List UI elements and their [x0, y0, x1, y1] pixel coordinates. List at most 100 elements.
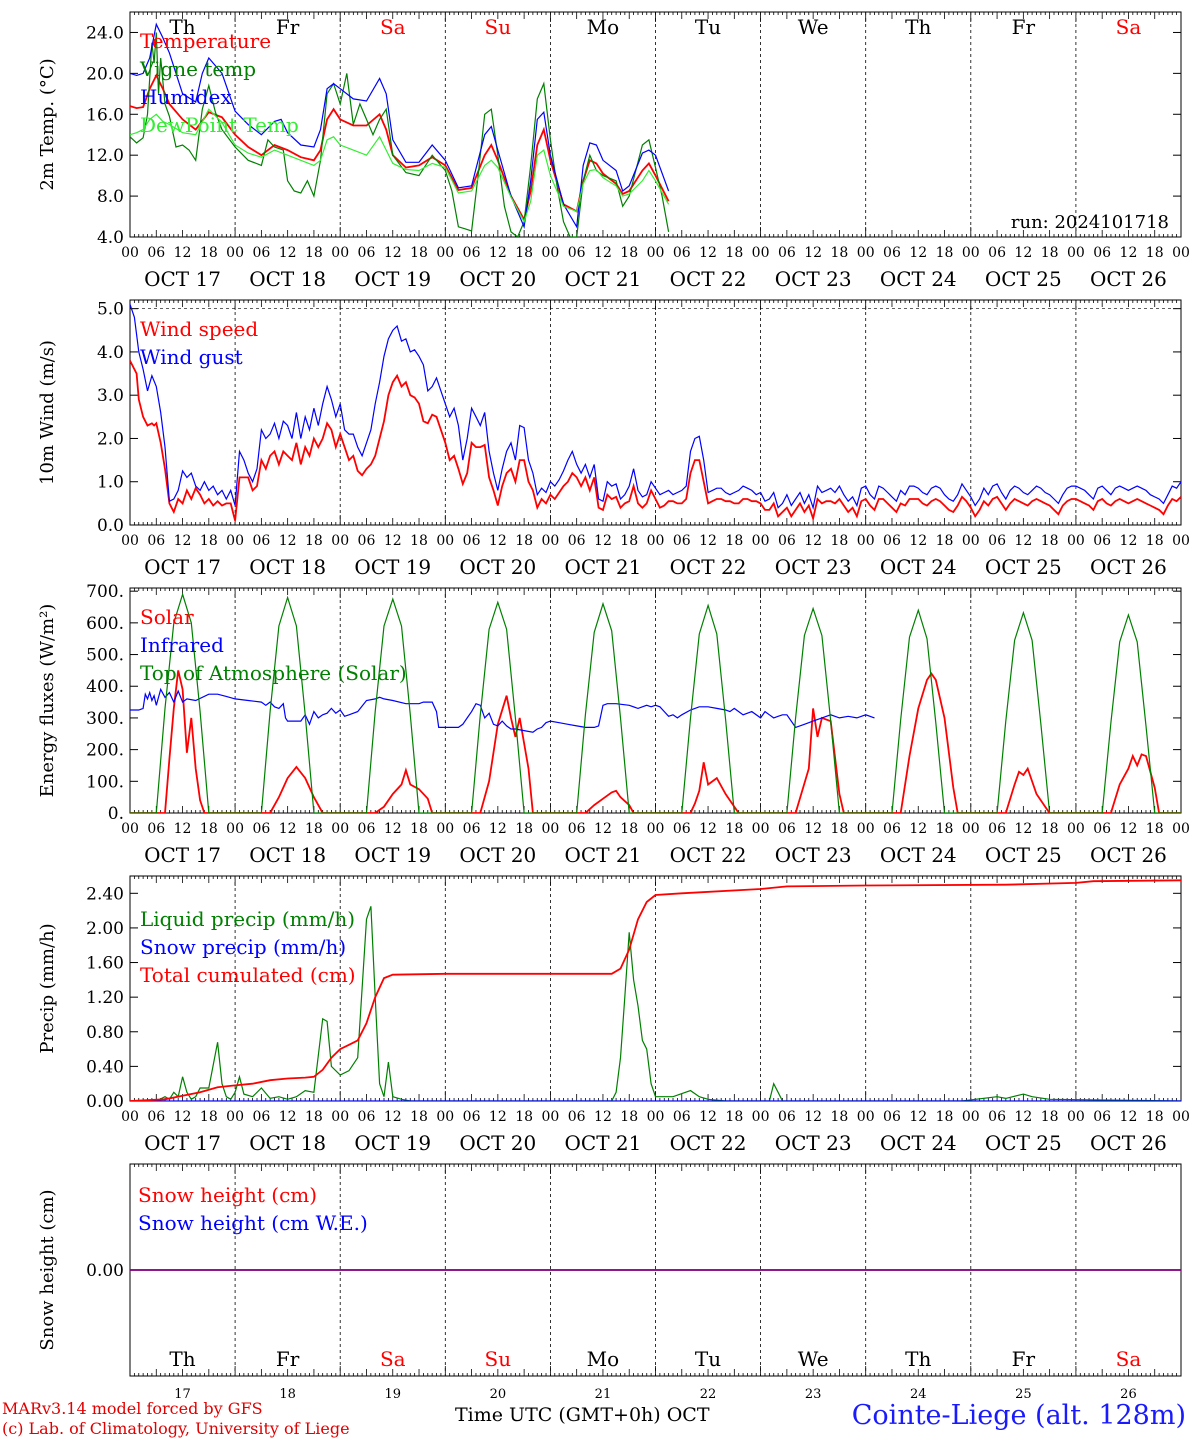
x-hour-label: 06: [358, 533, 376, 549]
x-hour-label: 18: [515, 245, 533, 261]
day-number-label: 19: [384, 1387, 401, 1402]
x-date-label: OCT 23: [775, 843, 852, 867]
x-hour-label: 00: [1172, 245, 1190, 261]
x-hour-label: 18: [1041, 1109, 1059, 1125]
series-line-total-cumulated-cm-: [130, 879, 1181, 1101]
lab-credit: (c) Lab. of Climatology, University of L…: [2, 1419, 350, 1438]
weekday-label: Fr: [1012, 1347, 1036, 1371]
x-hour-label: 00: [1172, 821, 1190, 837]
weekday-label: Sa: [380, 1347, 406, 1371]
panel-4: 0.00 0.40 0.80 1.20 1.60 2.00 2.40 Precip (mm/h…: [37, 875, 1190, 1155]
x-hour-label: 18: [725, 1109, 743, 1125]
x-hour-label: 00: [962, 1109, 980, 1125]
x-date-label: OCT 26: [1090, 843, 1167, 867]
x-date-label: OCT 25: [985, 267, 1062, 291]
time-axis-title: Time UTC (GMT+0h) OCT: [455, 1404, 710, 1426]
x-hour-label: 06: [463, 1109, 481, 1125]
weekday-label: Mo: [587, 15, 620, 39]
x-hour-label: 00: [857, 1109, 875, 1125]
x-date-label: OCT 24: [880, 267, 957, 291]
x-hour-label: 12: [699, 245, 717, 261]
series-line-solar: [130, 670, 1181, 813]
series-line-infrared: [130, 687, 875, 733]
x-date-label: OCT 18: [249, 555, 326, 579]
x-hour-label: 00: [752, 1109, 770, 1125]
x-date-label: OCT 23: [775, 555, 852, 579]
x-hour-label: 00: [647, 821, 665, 837]
x-hour-label: 12: [594, 1109, 612, 1125]
x-hour-label: 12: [1120, 1109, 1138, 1125]
weekday-label: Th: [169, 15, 195, 39]
x-hour-label: 12: [909, 245, 927, 261]
x-hour-label: 12: [1014, 533, 1032, 549]
weekday-label: Sa: [380, 15, 406, 39]
weekday-label: Th: [905, 15, 931, 39]
x-hour-label: 18: [936, 533, 954, 549]
x-hour-label: 06: [568, 821, 586, 837]
x-hour-label: 00: [541, 533, 559, 549]
x-hour-label: 18: [831, 821, 849, 837]
legend-entry: Wind gust: [140, 345, 243, 369]
x-hour-label: 06: [147, 1109, 165, 1125]
series-line-dewpoint-temp: [130, 108, 670, 224]
y-tick-label: 0.80: [86, 1023, 124, 1043]
legend-entry: Solar: [140, 605, 194, 629]
x-hour-label: 00: [436, 1109, 454, 1125]
series-line-liquid-precip-mm-h-: [130, 906, 1181, 1101]
x-hour-label: 00: [541, 245, 559, 261]
legend-entry: Wind speed: [140, 317, 258, 341]
y-tick-label: 0.00: [86, 1261, 124, 1281]
x-hour-label: 00: [331, 1109, 349, 1125]
x-hour-label: 06: [883, 821, 901, 837]
x-date-label: OCT 23: [775, 267, 852, 291]
x-hour-label: 12: [1120, 533, 1138, 549]
x-hour-label: 12: [384, 533, 402, 549]
day-number-label: 20: [490, 1387, 507, 1402]
x-hour-label: 18: [620, 245, 638, 261]
x-hour-label: 06: [147, 533, 165, 549]
weekday-label: Th: [905, 1347, 931, 1371]
x-hour-label: 06: [778, 821, 796, 837]
x-hour-label: 12: [489, 821, 507, 837]
x-hour-label: 00: [121, 821, 139, 837]
x-hour-label: 12: [804, 245, 822, 261]
station-name: Cointe-Liege (alt. 128m): [851, 1400, 1186, 1431]
x-date-label: OCT 25: [985, 843, 1062, 867]
x-hour-label: 18: [1146, 821, 1164, 837]
x-hour-label: 00: [541, 821, 559, 837]
legend-entry: Snow precip (mm/h): [140, 935, 346, 959]
y-tick-label: 600.: [86, 614, 124, 634]
x-hour-label: 06: [1093, 245, 1111, 261]
legend-entry: Temperature: [140, 29, 271, 53]
x-date-label: OCT 24: [880, 1131, 957, 1155]
legend-entry: Vigne temp: [139, 57, 256, 81]
x-date-label: OCT 25: [985, 1131, 1062, 1155]
x-hour-label: 18: [1041, 245, 1059, 261]
x-date-label: OCT 19: [354, 555, 431, 579]
x-hour-label: 12: [384, 821, 402, 837]
x-hour-label: 18: [305, 821, 323, 837]
x-hour-label: 18: [410, 533, 428, 549]
x-hour-label: 06: [988, 821, 1006, 837]
x-hour-label: 06: [883, 1109, 901, 1125]
x-hour-label: 12: [699, 533, 717, 549]
x-hour-label: 00: [752, 245, 770, 261]
x-hour-label: 18: [410, 245, 428, 261]
x-hour-label: 00: [121, 533, 139, 549]
x-hour-label: 18: [1146, 245, 1164, 261]
x-hour-label: 12: [174, 821, 192, 837]
legend-entry: DewPoint Temp: [140, 113, 299, 137]
x-hour-label: 06: [568, 533, 586, 549]
y-tick-label: 2.00: [86, 919, 124, 939]
x-hour-label: 18: [515, 821, 533, 837]
weekday-label: Th: [169, 1347, 195, 1371]
x-hour-label: 18: [936, 245, 954, 261]
x-hour-label: 12: [594, 821, 612, 837]
x-hour-label: 18: [620, 821, 638, 837]
day-number-label: 22: [700, 1387, 717, 1402]
series-line-top-of-atmosphere-solar-: [130, 592, 1181, 813]
legend-entry: Top of Atmosphere (Solar): [140, 661, 407, 685]
x-hour-label: 06: [673, 533, 691, 549]
legend-entry: Humidex: [140, 85, 232, 109]
